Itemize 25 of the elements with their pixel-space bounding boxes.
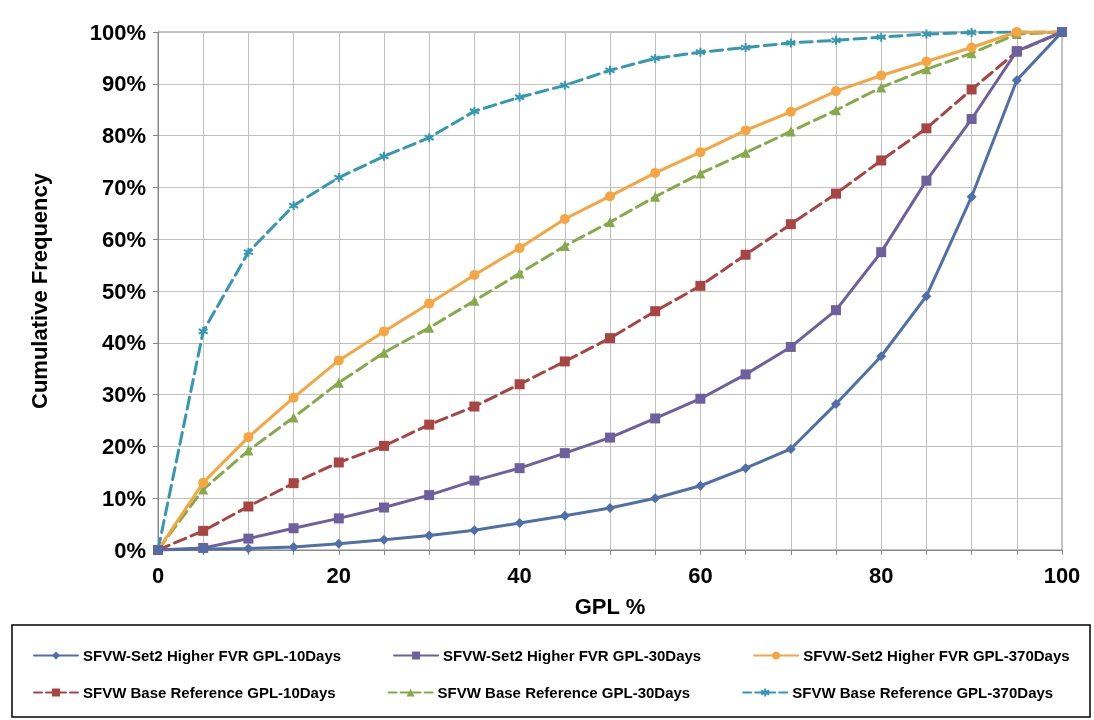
y-tick-label: 0% bbox=[114, 537, 146, 563]
y-tick-label: 60% bbox=[101, 226, 146, 252]
legend-label: SFVW-Set2 Higher FVR GPL-10Days bbox=[83, 647, 342, 664]
x-tick-label: 40 bbox=[507, 562, 532, 588]
x-tick-label: 0 bbox=[151, 562, 165, 588]
y-tick-label: 50% bbox=[101, 278, 146, 304]
legend-label: SFVW Base Reference GPL-30Days bbox=[437, 684, 691, 701]
legend-label: SFVW Base Reference GPL-10Days bbox=[83, 684, 336, 701]
y-tick-label: 100% bbox=[89, 19, 146, 45]
y-tick-label: 40% bbox=[101, 330, 146, 356]
y-tick-label: 30% bbox=[101, 382, 146, 408]
y-tick-label: 90% bbox=[101, 71, 146, 97]
x-tick-label: 60 bbox=[688, 562, 713, 588]
y-tick-label: 80% bbox=[101, 123, 146, 149]
legend-label: SFVW-Set2 Higher FVR GPL-370Days bbox=[803, 647, 1070, 664]
x-tick-label: 20 bbox=[326, 562, 352, 588]
y-tick-label: 20% bbox=[101, 433, 146, 459]
x-tick-label: 100 bbox=[1043, 562, 1081, 588]
y-tick-label: 70% bbox=[101, 174, 146, 200]
y-tick-label: 10% bbox=[101, 485, 146, 511]
legend-label: SFVW-Set2 Higher FVR GPL-30Days bbox=[443, 647, 702, 664]
x-tick-label: 80 bbox=[868, 562, 894, 588]
legend-label: SFVW Base Reference GPL-370Days bbox=[792, 684, 1054, 701]
x-axis-title: GPL % bbox=[574, 593, 646, 619]
y-axis-title: Cumulative Frequency bbox=[26, 172, 52, 409]
